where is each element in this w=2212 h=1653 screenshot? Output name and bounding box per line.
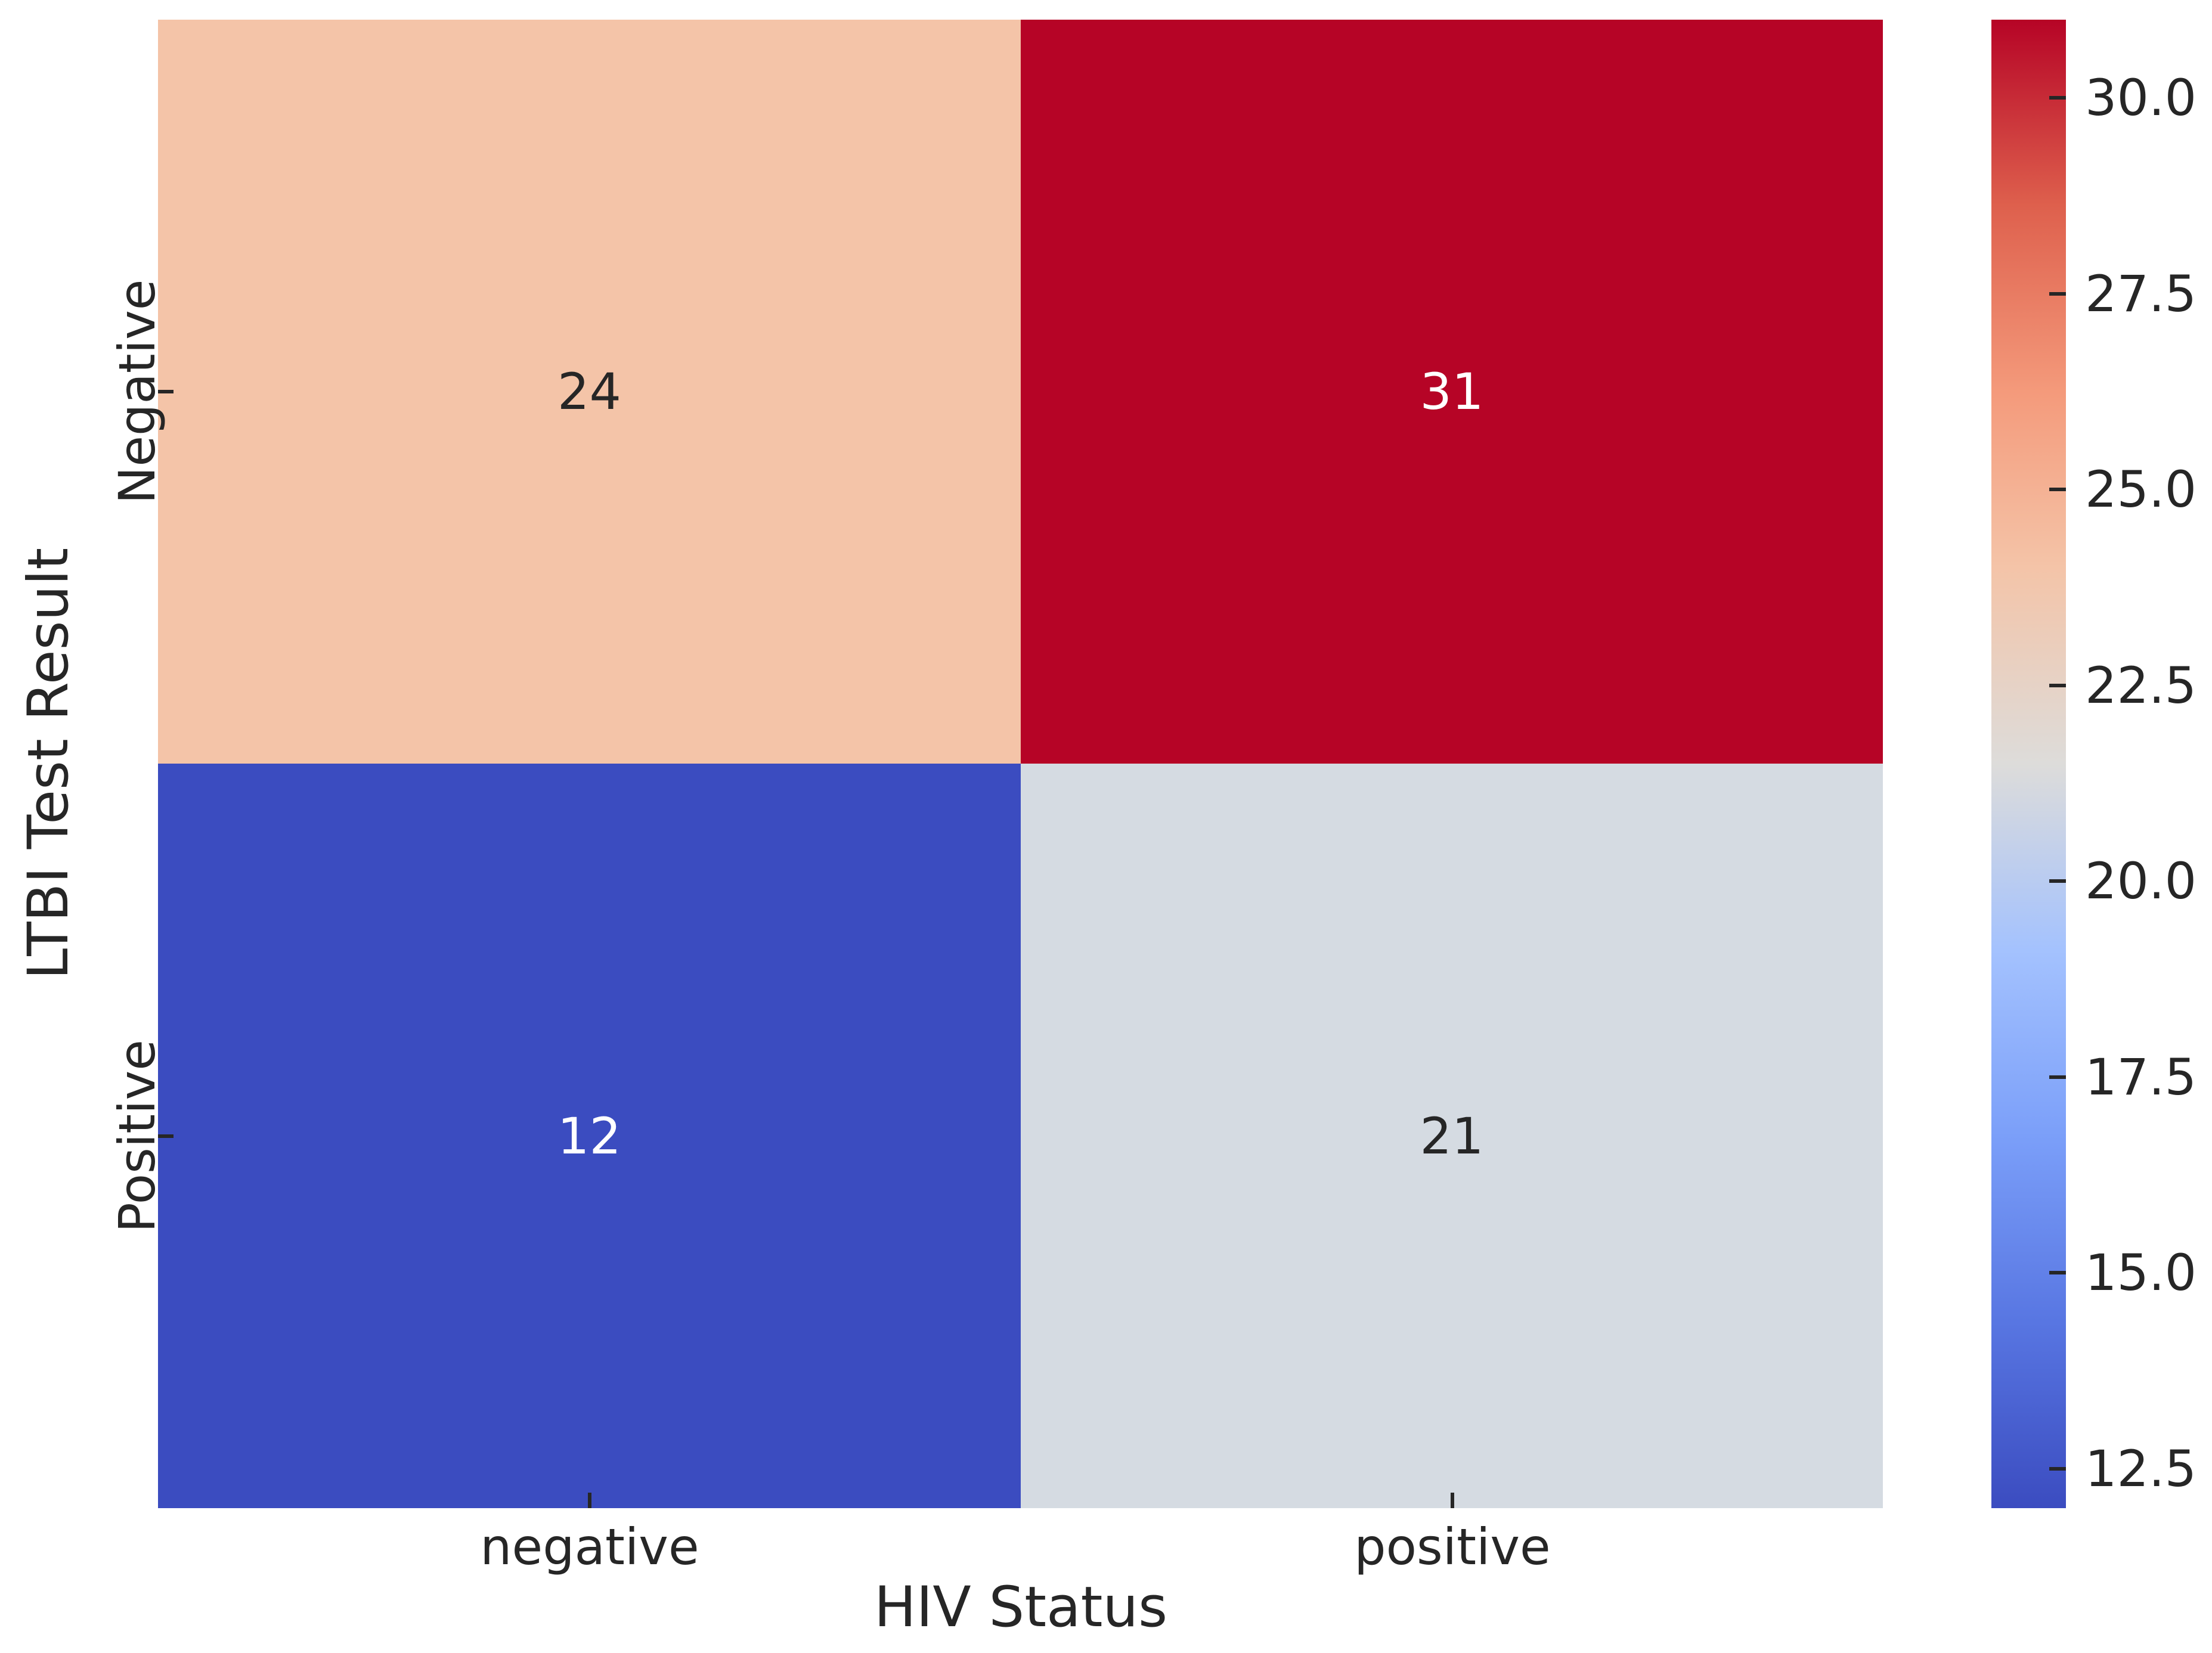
y-tick-label-positive: Positive bbox=[108, 1040, 166, 1233]
cell-value: 24 bbox=[557, 362, 621, 421]
cell-value: 21 bbox=[1420, 1106, 1484, 1165]
colorbar-tick-mark bbox=[2049, 1271, 2066, 1274]
colorbar-tick-mark bbox=[2049, 1467, 2066, 1471]
colorbar-tick-mark bbox=[2049, 684, 2066, 687]
colorbar-tick-label: 25.0 bbox=[2085, 460, 2197, 519]
cell-value: 31 bbox=[1420, 362, 1484, 421]
cell-positive-hiv-negative-ltbi: 31 bbox=[1021, 20, 1883, 764]
cell-positive-hiv-positive-ltbi: 21 bbox=[1021, 764, 1883, 1508]
x-tick-label-negative: negative bbox=[480, 1518, 699, 1576]
colorbar-tick-mark bbox=[2049, 1075, 2066, 1079]
y-axis-label: LTBI Test Result bbox=[16, 547, 81, 980]
colorbar-tick-label: 22.5 bbox=[2085, 656, 2197, 715]
cell-negative-hiv-positive-ltbi: 12 bbox=[158, 764, 1021, 1508]
y-tick-mark-positive bbox=[158, 1134, 174, 1138]
colorbar-tick-label: 20.0 bbox=[2085, 852, 2197, 910]
colorbar-tick-label: 30.0 bbox=[2085, 69, 2197, 127]
y-tick-mark-negative bbox=[158, 390, 174, 393]
colorbar-tick-label: 27.5 bbox=[2085, 265, 2197, 323]
colorbar-tick-label: 17.5 bbox=[2085, 1048, 2197, 1106]
x-tick-mark-negative bbox=[588, 1493, 591, 1508]
cell-negative-hiv-negative-ltbi: 24 bbox=[158, 20, 1021, 764]
colorbar-tick-mark bbox=[2049, 292, 2066, 296]
x-tick-mark-positive bbox=[1451, 1493, 1454, 1508]
colorbar-tick-mark bbox=[2049, 96, 2066, 100]
cell-value: 12 bbox=[557, 1106, 621, 1165]
colorbar-tick-mark bbox=[2049, 488, 2066, 491]
colorbar-tick-mark bbox=[2049, 879, 2066, 883]
colorbar-tick-label: 12.5 bbox=[2085, 1440, 2197, 1498]
colorbar-gradient bbox=[1991, 20, 2066, 1508]
colorbar-tick-label: 15.0 bbox=[2085, 1243, 2197, 1302]
y-tick-label-negative: Negative bbox=[108, 279, 166, 504]
x-axis-label: HIV Status bbox=[873, 1575, 1168, 1640]
x-tick-label-positive: positive bbox=[1354, 1518, 1551, 1576]
